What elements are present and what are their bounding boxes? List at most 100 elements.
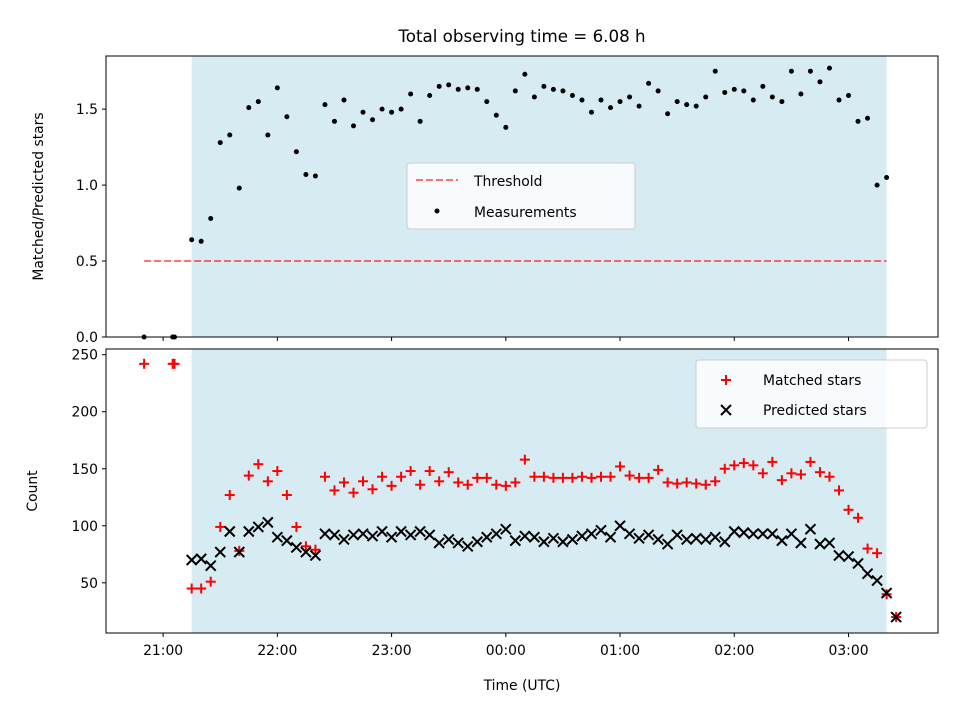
matched-point — [624, 470, 635, 481]
measurement-point — [712, 68, 718, 74]
legend-predicted-swatch — [720, 404, 732, 416]
chart-title: Total observing time = 6.08 h — [397, 26, 645, 46]
measurement-point — [588, 109, 594, 115]
measurement-point — [455, 86, 461, 92]
matched-point — [519, 454, 530, 465]
predicted-point — [728, 525, 740, 538]
predicted-point — [871, 574, 883, 587]
predicted-point — [595, 524, 607, 537]
measurement-point — [617, 99, 623, 105]
measurement-point — [408, 91, 414, 97]
measurement-point — [779, 99, 785, 105]
predicted-point — [252, 521, 265, 533]
measurement-point — [569, 92, 575, 98]
measurement-point — [379, 106, 385, 112]
x-tick-label: 00:00 — [486, 643, 526, 659]
matched-point — [196, 583, 207, 594]
measurement-point — [722, 89, 728, 95]
measurement-point — [503, 124, 509, 130]
measurement-point — [274, 85, 280, 91]
x-tick-label: 01:00 — [600, 643, 640, 659]
measurement-point — [550, 86, 556, 92]
predicted-point — [604, 531, 617, 543]
predicted-point — [224, 525, 236, 538]
measurement-point — [208, 216, 214, 222]
matched-point — [567, 472, 578, 483]
matched-point — [262, 476, 273, 487]
matched-point — [139, 358, 150, 369]
predicted-point — [738, 526, 750, 539]
predicted-point — [490, 528, 503, 540]
matched-point — [824, 471, 835, 482]
predicted-point — [195, 553, 207, 565]
predicted-point — [861, 567, 874, 580]
matched-point — [691, 478, 702, 489]
predicted-point — [585, 528, 598, 540]
measurement-point — [741, 88, 747, 94]
measurement-point — [855, 118, 861, 124]
measurement-point — [284, 114, 290, 120]
matched-point — [405, 466, 416, 477]
measurement-point — [874, 182, 880, 188]
measurement-point — [189, 237, 195, 243]
count-y-tick-label: 100 — [71, 519, 98, 535]
matched-point — [319, 471, 330, 482]
measurement-point — [798, 91, 804, 97]
matched-point — [529, 471, 540, 482]
predicted-point — [414, 525, 426, 538]
matched-point — [748, 460, 759, 471]
matched-point — [805, 456, 816, 467]
matched-point — [386, 480, 397, 491]
matched-point — [719, 463, 730, 474]
measurement-point — [474, 86, 480, 92]
matched-point — [586, 472, 597, 483]
measurement-point — [684, 102, 690, 108]
matched-point — [396, 471, 407, 482]
measurement-point — [760, 83, 766, 89]
predicted-point — [309, 549, 322, 562]
predicted-point — [500, 523, 512, 535]
measurement-point — [236, 185, 242, 191]
measurement-point — [884, 175, 890, 181]
predicted-point — [442, 533, 455, 546]
measurement-point — [807, 68, 813, 74]
matched-point — [300, 541, 311, 552]
matched-point — [672, 478, 683, 489]
matched-point — [605, 471, 616, 482]
predicted-point — [300, 546, 312, 558]
measurement-point — [703, 94, 709, 100]
matched-point — [434, 476, 445, 487]
measurement-point — [493, 112, 499, 118]
matched-point — [662, 477, 673, 488]
measurement-point — [370, 117, 376, 123]
predicted-point — [776, 534, 788, 547]
predicted-point — [880, 587, 893, 599]
ratio-y-tick-label: 1.5 — [76, 102, 98, 118]
measurement-point — [512, 88, 518, 94]
predicted-point — [690, 532, 702, 545]
measurement-point — [351, 123, 357, 129]
matched-point — [615, 461, 626, 472]
matched-point — [738, 458, 749, 469]
measurement-point — [627, 94, 633, 100]
count-y-axis-label: Count — [25, 470, 41, 512]
predicted-point — [233, 546, 245, 558]
matched-point — [281, 489, 292, 500]
measurement-point — [769, 94, 775, 100]
measurement-point — [427, 92, 433, 98]
ratio-axes-frame — [105, 55, 939, 338]
predicted-point — [471, 536, 483, 548]
measurement-point — [360, 109, 366, 115]
measurement-point — [217, 140, 223, 146]
x-tick-label: 03:00 — [829, 643, 869, 659]
predicted-point — [271, 531, 284, 543]
matched-point — [853, 512, 864, 523]
predicted-point — [328, 529, 341, 541]
measurement-point — [608, 105, 614, 111]
predicted-point — [433, 537, 445, 549]
predicted-point — [576, 530, 588, 542]
matched-point — [310, 544, 321, 555]
count-panel: 50 100 150 200 250 21:00 22:00 23:00 00:00 01:00 0… — [25, 348, 939, 694]
count-axes-frame — [105, 348, 939, 634]
